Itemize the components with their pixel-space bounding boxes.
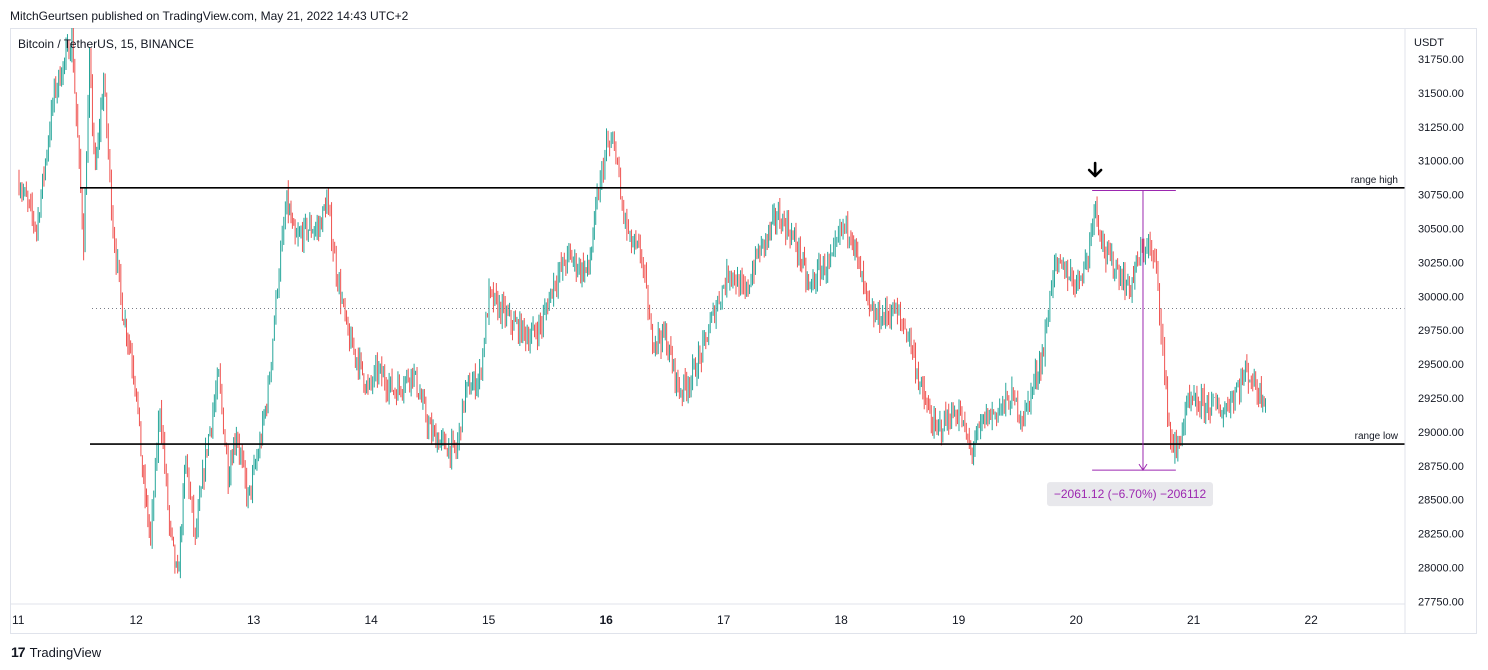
- time-tick-label: 16: [600, 613, 614, 627]
- price-tick-label: 31750.00: [1418, 54, 1464, 66]
- time-tick-label: 12: [130, 613, 144, 627]
- footer: 17 TradingView: [11, 644, 101, 660]
- price-tick-label: 31000.00: [1418, 156, 1464, 168]
- price-tick-label: 29250.00: [1418, 393, 1464, 405]
- price-tick-label: 28500.00: [1418, 495, 1464, 507]
- level-label: range low: [1355, 431, 1399, 442]
- measure-arrowhead: [1138, 463, 1148, 472]
- time-tick-label: 19: [952, 613, 966, 627]
- price-tick-label: 29000.00: [1418, 427, 1464, 439]
- price-tick-label: 28000.00: [1418, 563, 1464, 575]
- price-tick-label: 29750.00: [1418, 325, 1464, 337]
- time-tick-label: 14: [365, 613, 379, 627]
- price-tick-label: 31250.00: [1418, 122, 1464, 134]
- time-tick-label: 11: [12, 613, 25, 627]
- price-tick-label: 30500.00: [1418, 224, 1464, 236]
- published-caption: MitchGeurtsen published on TradingView.c…: [10, 9, 409, 23]
- time-tick-label: 20: [1070, 613, 1084, 627]
- tradingview-logo-icon: 17: [11, 644, 26, 660]
- down-arrow-icon: [1087, 161, 1103, 178]
- time-tick-label: 15: [482, 613, 496, 627]
- price-tick-label: 30000.00: [1418, 291, 1464, 303]
- currency-label: USDT: [1414, 37, 1444, 49]
- time-tick-label: 17: [717, 613, 731, 627]
- level-lines: range high range low: [80, 175, 1405, 445]
- price-range-measure: −2061.12 (−6.70%) −206112: [1047, 190, 1213, 507]
- footer-brand: TradingView: [29, 644, 102, 660]
- down-arrow-marker: [1087, 161, 1103, 178]
- time-tick-label: 22: [1305, 613, 1319, 627]
- time-tick-label: 13: [247, 613, 261, 627]
- time-axis: 11 12 13 14 15 16 17 18 19 20 21 22: [12, 613, 1318, 627]
- price-axis: 31750.00 31500.00 31250.00 31000.00 30750.00…: [1418, 54, 1464, 608]
- chart-frame: [10, 28, 1477, 634]
- time-tick-label: 18: [835, 613, 849, 627]
- price-tick-label: 31500.00: [1418, 88, 1464, 100]
- measure-label-box: [1047, 482, 1213, 507]
- price-tick-label: 30750.00: [1418, 190, 1464, 202]
- price-tick-label: 28250.00: [1418, 529, 1464, 541]
- price-tick-label: 29500.00: [1418, 359, 1464, 371]
- price-tick-label: 27750.00: [1418, 596, 1464, 608]
- price-tick-label: 28750.00: [1418, 461, 1464, 473]
- price-tick-label: 30250.00: [1418, 257, 1464, 269]
- level-label: range high: [1351, 175, 1398, 186]
- candle-layer: [18, 28, 1266, 579]
- time-tick-label: 21: [1187, 613, 1201, 627]
- measure-label: −2061.12 (−6.70%) −206112: [1054, 487, 1207, 501]
- symbol-title: Bitcoin / TetherUS, 15, BINANCE: [18, 37, 194, 51]
